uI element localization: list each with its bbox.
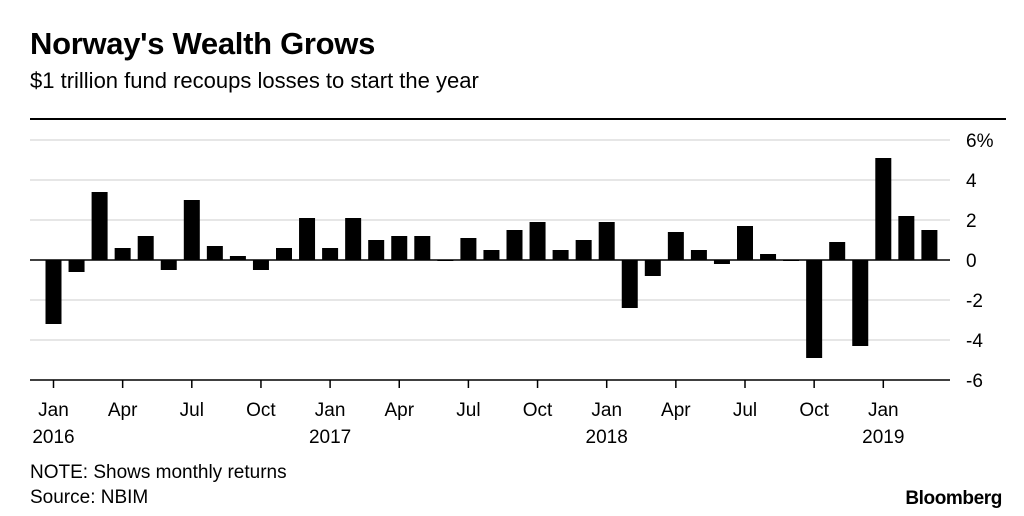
bar xyxy=(644,260,661,276)
bars xyxy=(30,158,950,358)
y-axis: 6% 4 2 0 -2 -4 -6 xyxy=(966,131,994,392)
bar xyxy=(621,260,638,308)
x-tick-label: Oct xyxy=(799,400,829,421)
bar xyxy=(229,256,246,260)
x-year-label: 2017 xyxy=(309,427,351,448)
x-tick-label: Oct xyxy=(246,400,276,421)
bar xyxy=(345,218,362,260)
bloomberg-logo: Bloomberg xyxy=(905,488,1002,509)
bar xyxy=(667,232,684,260)
x-tick-label: Jul xyxy=(733,400,757,421)
bar xyxy=(737,226,753,260)
bar xyxy=(829,242,846,260)
bar xyxy=(921,230,938,260)
bar xyxy=(506,230,523,260)
title-divider xyxy=(30,118,1006,120)
bar xyxy=(898,216,915,260)
x-tick-label: Jul xyxy=(180,400,204,421)
x-tick-label: Apr xyxy=(108,400,138,421)
x-tick-label: Oct xyxy=(523,400,553,421)
bar xyxy=(137,236,154,260)
y-tick-label: -4 xyxy=(966,331,983,352)
x-tick-label: Jan xyxy=(591,400,622,421)
bar xyxy=(68,260,85,272)
bar xyxy=(45,260,62,324)
bar xyxy=(875,158,892,260)
y-tick-label: 4 xyxy=(966,171,977,192)
bar xyxy=(414,236,431,260)
bar xyxy=(206,246,223,260)
bar xyxy=(460,238,477,260)
x-tick-label: Jan xyxy=(38,400,69,421)
x-tick-label: Jan xyxy=(315,400,346,421)
bar xyxy=(690,250,707,260)
bar xyxy=(713,260,730,264)
y-tick-label: -2 xyxy=(966,291,983,312)
y-tick-label: -6 xyxy=(966,371,983,392)
bar xyxy=(552,250,569,260)
y-tick-label: 2 xyxy=(966,211,977,232)
bar xyxy=(852,260,869,346)
bar xyxy=(276,248,292,260)
bar xyxy=(760,254,777,260)
gridlines xyxy=(30,139,950,381)
x-tick-label: Jul xyxy=(456,400,480,421)
bar xyxy=(160,260,177,270)
x-year-label: 2018 xyxy=(586,427,628,448)
y-tick-label: 6% xyxy=(966,131,994,152)
bar xyxy=(529,222,546,260)
source-text: Source: NBIM xyxy=(30,487,149,508)
x-tick-label: Jan xyxy=(868,400,899,421)
bar xyxy=(483,250,500,260)
bar xyxy=(322,248,339,260)
bar xyxy=(114,248,131,260)
bar xyxy=(183,200,200,260)
x-year-label: 2019 xyxy=(862,427,904,448)
x-tick-label: Apr xyxy=(661,400,691,421)
bar xyxy=(806,260,823,358)
x-axis: Jan 2016 Apr Jul Oct Jan 2017 Apr Jul Oct Jan 2018 A… xyxy=(32,380,904,448)
y-tick-label: 0 xyxy=(966,251,977,272)
chart-subtitle: $1 trillion fund recoups losses to start… xyxy=(30,68,479,93)
note-text: NOTE: Shows monthly returns xyxy=(30,462,287,483)
bar xyxy=(391,236,408,260)
chart-title: Norway's Wealth Grows xyxy=(30,26,376,61)
bar xyxy=(575,240,592,260)
bar xyxy=(368,240,385,260)
bar xyxy=(91,192,108,260)
bar xyxy=(299,218,316,260)
bar xyxy=(598,222,615,260)
x-tick-label: Apr xyxy=(384,400,414,421)
bar xyxy=(252,260,269,270)
x-year-label: 2016 xyxy=(32,427,74,448)
